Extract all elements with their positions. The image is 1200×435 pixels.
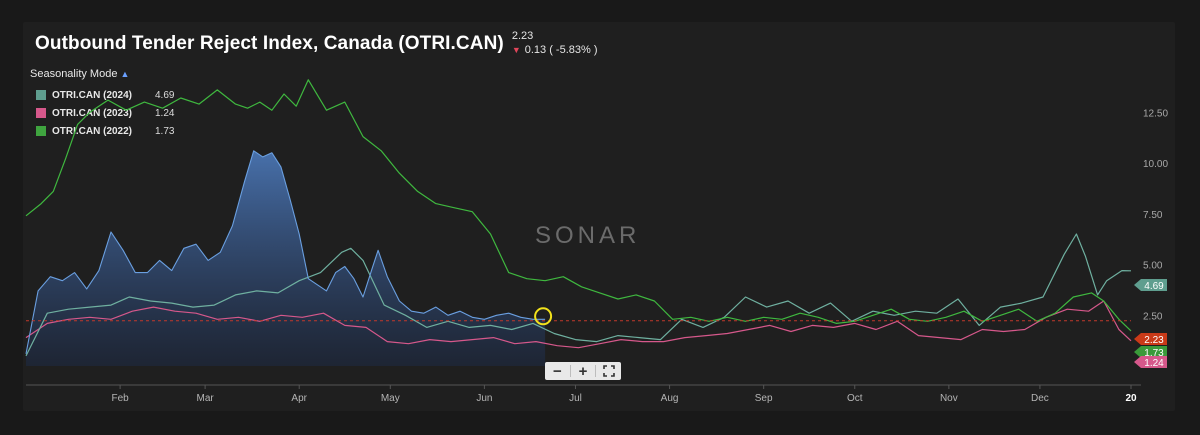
x-tick-label: Mar — [196, 393, 214, 404]
series-line — [25, 233, 1132, 357]
zoom-controls: − + — [545, 362, 621, 380]
chart-header: Outbound Tender Reject Index, Canada (OT… — [35, 30, 598, 60]
last-value: 2.23 — [511, 30, 534, 42]
divider — [595, 365, 597, 377]
end-value-tag-bg — [1134, 356, 1167, 368]
y-tick-label: 7.50 — [1143, 210, 1163, 221]
legend-item[interactable]: OTRI.CAN (2024) 4.69 — [30, 86, 174, 104]
expand-icon — [602, 365, 615, 377]
chevron-up-icon: ▲ — [120, 69, 130, 79]
legend-item-name: OTRI.CAN (2022) — [52, 125, 133, 137]
plus-icon: + — [578, 362, 588, 380]
x-tick-label: Dec — [1031, 393, 1049, 404]
end-value-label: 4.69 — [1144, 281, 1164, 292]
zoom-out-button[interactable]: − — [545, 362, 570, 380]
y-tick-label: 5.00 — [1143, 261, 1163, 272]
minus-icon: − — [552, 362, 562, 380]
legend-item-name: OTRI.CAN (2023) — [52, 107, 133, 119]
series-line — [25, 79, 1132, 332]
end-value-tag: 4.69 — [1134, 279, 1167, 292]
x-tick-label: Jul — [569, 393, 582, 404]
x-tick-label: 20 — [1125, 393, 1137, 404]
legend-item-value: 1.24 — [155, 107, 175, 119]
end-value-tag: 2.23 — [1134, 333, 1167, 346]
x-tick-label: Feb — [111, 393, 129, 404]
end-value-label: 1.24 — [1144, 358, 1164, 369]
end-value-label: 1.73 — [1144, 348, 1164, 359]
change-value: ▼ 0.13 ( -5.83% ) — [512, 44, 598, 56]
end-value-tag: 1.73 — [1134, 346, 1167, 359]
legend-item-value: 1.73 — [155, 125, 175, 137]
change-text: 0.13 ( -5.83% ) — [524, 44, 598, 56]
zoom-in-button[interactable]: + — [571, 362, 596, 380]
legend-swatch — [36, 90, 46, 100]
fullscreen-button[interactable] — [596, 362, 621, 380]
legend-item[interactable]: OTRI.CAN (2022) 1.73 — [30, 122, 174, 140]
series-line — [25, 150, 546, 354]
legend-item[interactable]: OTRI.CAN (2023) 1.24 — [30, 104, 174, 122]
end-value-tag-bg — [1134, 279, 1167, 291]
x-tick-label: Nov — [940, 393, 958, 404]
x-tick-label: May — [381, 393, 400, 404]
current-point-marker — [534, 307, 553, 326]
legend-swatch — [36, 108, 46, 118]
chart-title: Outbound Tender Reject Index, Canada (OT… — [35, 33, 504, 54]
legend: Seasonality Mode ▲ OTRI.CAN (2024) 4.69 O… — [30, 68, 174, 140]
y-tick-label: 2.50 — [1143, 311, 1163, 322]
end-value-label: 2.23 — [1144, 335, 1164, 346]
end-value-tag-bg — [1134, 333, 1167, 345]
seasonality-mode-toggle[interactable]: Seasonality Mode ▲ — [30, 68, 174, 80]
legend-swatch — [36, 126, 46, 136]
arrow-down-icon: ▼ — [511, 45, 521, 55]
y-tick-label: 10.00 — [1143, 159, 1168, 170]
legend-item-value: 4.69 — [155, 89, 175, 101]
y-tick-label: 12.50 — [1143, 108, 1168, 119]
divider — [569, 365, 571, 377]
series-line — [25, 300, 1132, 349]
end-value-tag: 1.24 — [1134, 356, 1167, 369]
x-tick-label: Sep — [755, 393, 773, 404]
x-tick-label: Jun — [476, 393, 492, 404]
seasonality-mode-label: Seasonality Mode — [30, 68, 118, 80]
quote-block: 2.23 ▼ 0.13 ( -5.83% ) — [512, 30, 598, 56]
x-tick-label: Oct — [847, 393, 863, 404]
legend-item-name: OTRI.CAN (2024) — [52, 89, 133, 101]
sonar-watermark: SONAR — [535, 222, 641, 249]
end-value-tag-bg — [1134, 346, 1167, 358]
x-tick-label: Aug — [661, 393, 679, 404]
x-tick-label: Apr — [291, 393, 307, 404]
